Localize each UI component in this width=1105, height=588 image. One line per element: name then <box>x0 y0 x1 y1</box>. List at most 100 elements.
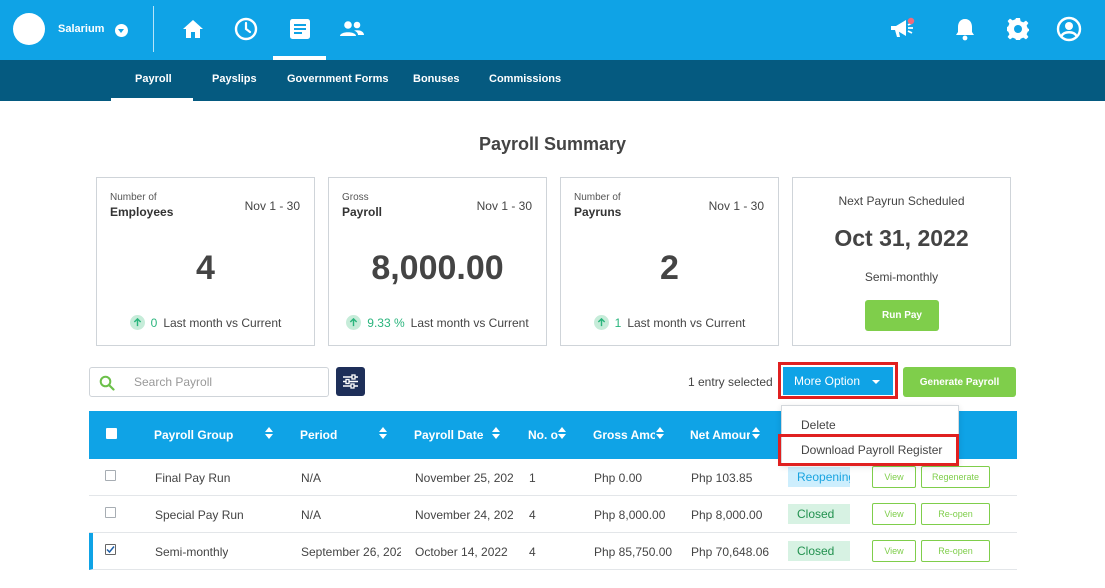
sort-icon[interactable] <box>558 427 566 441</box>
view-button[interactable]: View <box>872 503 916 525</box>
search-icon <box>99 375 115 396</box>
table-row[interactable]: Special Pay Run N/A November 24, 2022 4 … <box>89 496 1017 533</box>
announcement-icon[interactable] <box>889 16 915 42</box>
comparison-value: 9.33 % <box>367 315 405 330</box>
menu-item-delete[interactable]: Delete <box>801 418 836 432</box>
card-label-small: Number of <box>110 192 157 203</box>
cell-payroll-date: November 24, 2022 <box>415 508 513 522</box>
comparison-value: 0 <box>150 315 158 330</box>
cell-payroll-group: Special Pay Run <box>155 508 244 522</box>
column-header-payroll-date[interactable]: Payroll Date <box>414 428 484 442</box>
cell-gross-amount: Php 0.00 <box>594 471 643 485</box>
column-header-period[interactable]: Period <box>300 428 338 442</box>
card-value: 2 <box>660 249 679 287</box>
selection-count: 1 entry selected <box>688 375 773 389</box>
card-comparison: 0 Last month vs Current <box>97 315 314 330</box>
cell-net-amount: Php 103.85 <box>691 471 753 485</box>
status-badge: Reopening <box>788 467 850 487</box>
column-header-net-amount[interactable]: Net Amour <box>690 428 750 442</box>
company-name[interactable]: Salarium <box>58 23 105 35</box>
card-label: Payruns <box>574 205 622 219</box>
cell-net-amount: Php 70,648.06 <box>691 545 770 559</box>
sort-icon[interactable] <box>379 427 387 441</box>
subnav-tab-payroll[interactable]: Payroll <box>135 73 172 85</box>
filter-button[interactable] <box>336 367 365 396</box>
row-checkbox[interactable] <box>105 507 116 518</box>
subnav-tab-commissions[interactable]: Commissions <box>489 73 562 85</box>
comparison-label: Last month vs Current <box>627 315 746 330</box>
cell-period: N/A <box>301 508 322 522</box>
cell-employee-count: 4 <box>529 508 536 522</box>
card-label: Employees <box>110 205 174 219</box>
card-label: Payroll <box>342 205 383 219</box>
card-date-range: Nov 1 - 30 <box>708 199 764 213</box>
next-payrun-date: Oct 31, 2022 <box>834 225 969 251</box>
menu-item-download-payroll-register[interactable]: Download Payroll Register <box>801 443 943 457</box>
card-label-small: Gross <box>342 192 369 203</box>
checkmark-icon <box>106 546 115 554</box>
card-date-range: Nov 1 - 30 <box>476 199 532 213</box>
next-payrun-card: Next Payrun Scheduled Oct 31, 2022 Semi-… <box>792 177 1011 346</box>
cell-payroll-group: Final Pay Run <box>155 471 231 485</box>
highlight-outline <box>778 434 959 466</box>
arrow-up-icon <box>346 315 362 330</box>
subnav-tab-government-forms[interactable]: Government Forms <box>287 73 389 85</box>
caret-down-icon <box>872 380 880 384</box>
search-input[interactable] <box>134 375 314 389</box>
gear-icon[interactable] <box>1005 16 1031 42</box>
view-button[interactable]: View <box>872 540 916 562</box>
card-label-small: Number of <box>574 192 621 203</box>
clock-icon[interactable] <box>233 16 259 42</box>
cell-payroll-group: Semi-monthly <box>155 545 229 559</box>
nav-active-indicator <box>273 56 326 60</box>
cell-period: September 26, 2022 <box>301 545 401 559</box>
company-logo[interactable] <box>13 13 45 45</box>
more-option-button[interactable]: More Option <box>783 367 893 395</box>
user-account-icon[interactable] <box>1056 16 1082 42</box>
highlight-outline <box>778 362 898 399</box>
row-checkbox[interactable] <box>105 470 116 481</box>
arrow-up-icon <box>129 315 145 330</box>
payruns-summary-card: Number of Payruns Nov 1 - 30 2 1 Last mo… <box>560 177 779 346</box>
cell-period: N/A <box>301 471 322 485</box>
subnav-tab-bonuses[interactable]: Bonuses <box>413 73 460 85</box>
run-pay-button[interactable]: Run Pay <box>865 300 939 331</box>
search-box <box>89 367 329 397</box>
select-all-checkbox[interactable] <box>106 428 117 439</box>
row-checkbox[interactable] <box>105 544 116 555</box>
subnav-tab-payslips[interactable]: Payslips <box>212 73 257 85</box>
regenerate-button[interactable]: Regenerate <box>921 466 990 488</box>
status-badge: Closed <box>788 541 850 561</box>
sliders-icon <box>343 374 358 389</box>
subnav-active-indicator <box>111 98 193 101</box>
sort-icon[interactable] <box>265 427 273 441</box>
card-value: 4 <box>196 249 215 287</box>
company-dropdown-icon[interactable] <box>115 24 128 37</box>
sort-icon[interactable] <box>752 427 760 441</box>
view-button[interactable]: View <box>872 466 916 488</box>
generate-payroll-button[interactable]: Generate Payroll <box>903 367 1016 397</box>
sort-icon[interactable] <box>492 427 500 441</box>
page-title: Payroll Summary <box>478 134 627 154</box>
more-option-label: More Option <box>794 374 861 388</box>
sort-icon[interactable] <box>656 427 664 441</box>
card-comparison: 9.33 % Last month vs Current <box>329 315 546 330</box>
home-icon[interactable] <box>180 16 206 42</box>
reopen-button[interactable]: Re-open <box>921 503 990 525</box>
card-value: 8,000.00 <box>371 249 504 287</box>
card-date-range: Nov 1 - 30 <box>244 199 300 213</box>
comparison-value: 1 <box>614 315 622 330</box>
cell-gross-amount: Php 8,000.00 <box>594 508 666 522</box>
people-icon[interactable] <box>339 16 365 42</box>
document-icon[interactable] <box>287 16 313 42</box>
column-header-count[interactable]: No. o <box>528 428 558 442</box>
employees-summary-card: Number of Employees Nov 1 - 30 4 0 Last … <box>96 177 315 346</box>
column-header-gross-amount[interactable]: Gross Amo <box>593 428 655 442</box>
reopen-button[interactable]: Re-open <box>921 540 990 562</box>
column-header-payroll-group[interactable]: Payroll Group <box>154 428 234 442</box>
table-row[interactable]: Semi-monthly September 26, 2022 October … <box>89 533 1017 570</box>
bell-icon[interactable] <box>952 16 978 42</box>
sub-navigation: Payroll Payslips Government Forms Bonuse… <box>0 60 1105 101</box>
next-payrun-frequency: Semi-monthly <box>864 270 939 284</box>
comparison-label: Last month vs Current <box>410 315 529 330</box>
